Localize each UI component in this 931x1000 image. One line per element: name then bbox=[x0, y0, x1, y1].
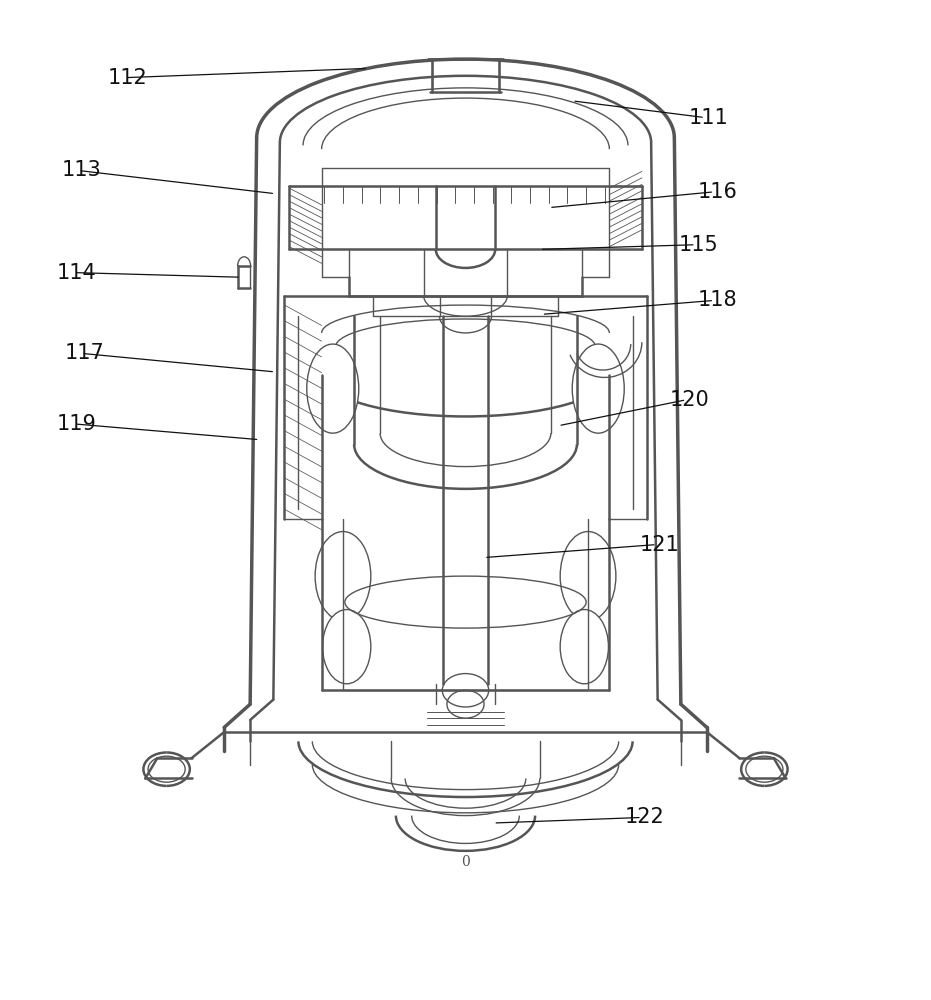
Text: 116: 116 bbox=[697, 182, 737, 202]
Ellipse shape bbox=[148, 756, 185, 782]
Text: 121: 121 bbox=[640, 535, 680, 555]
Text: 118: 118 bbox=[697, 290, 737, 310]
Text: 119: 119 bbox=[57, 414, 97, 434]
Ellipse shape bbox=[573, 344, 624, 433]
Text: 111: 111 bbox=[688, 108, 728, 128]
Text: 117: 117 bbox=[64, 343, 104, 363]
Ellipse shape bbox=[560, 610, 609, 684]
Ellipse shape bbox=[315, 532, 371, 621]
Ellipse shape bbox=[746, 756, 783, 782]
Text: 122: 122 bbox=[625, 807, 665, 827]
Ellipse shape bbox=[322, 610, 371, 684]
Text: 0: 0 bbox=[461, 855, 470, 869]
Text: 115: 115 bbox=[679, 235, 719, 255]
Text: 112: 112 bbox=[108, 68, 148, 88]
Text: 114: 114 bbox=[57, 263, 97, 283]
Ellipse shape bbox=[307, 344, 358, 433]
Ellipse shape bbox=[560, 532, 616, 621]
Text: 120: 120 bbox=[669, 390, 709, 410]
Text: 113: 113 bbox=[61, 160, 101, 180]
